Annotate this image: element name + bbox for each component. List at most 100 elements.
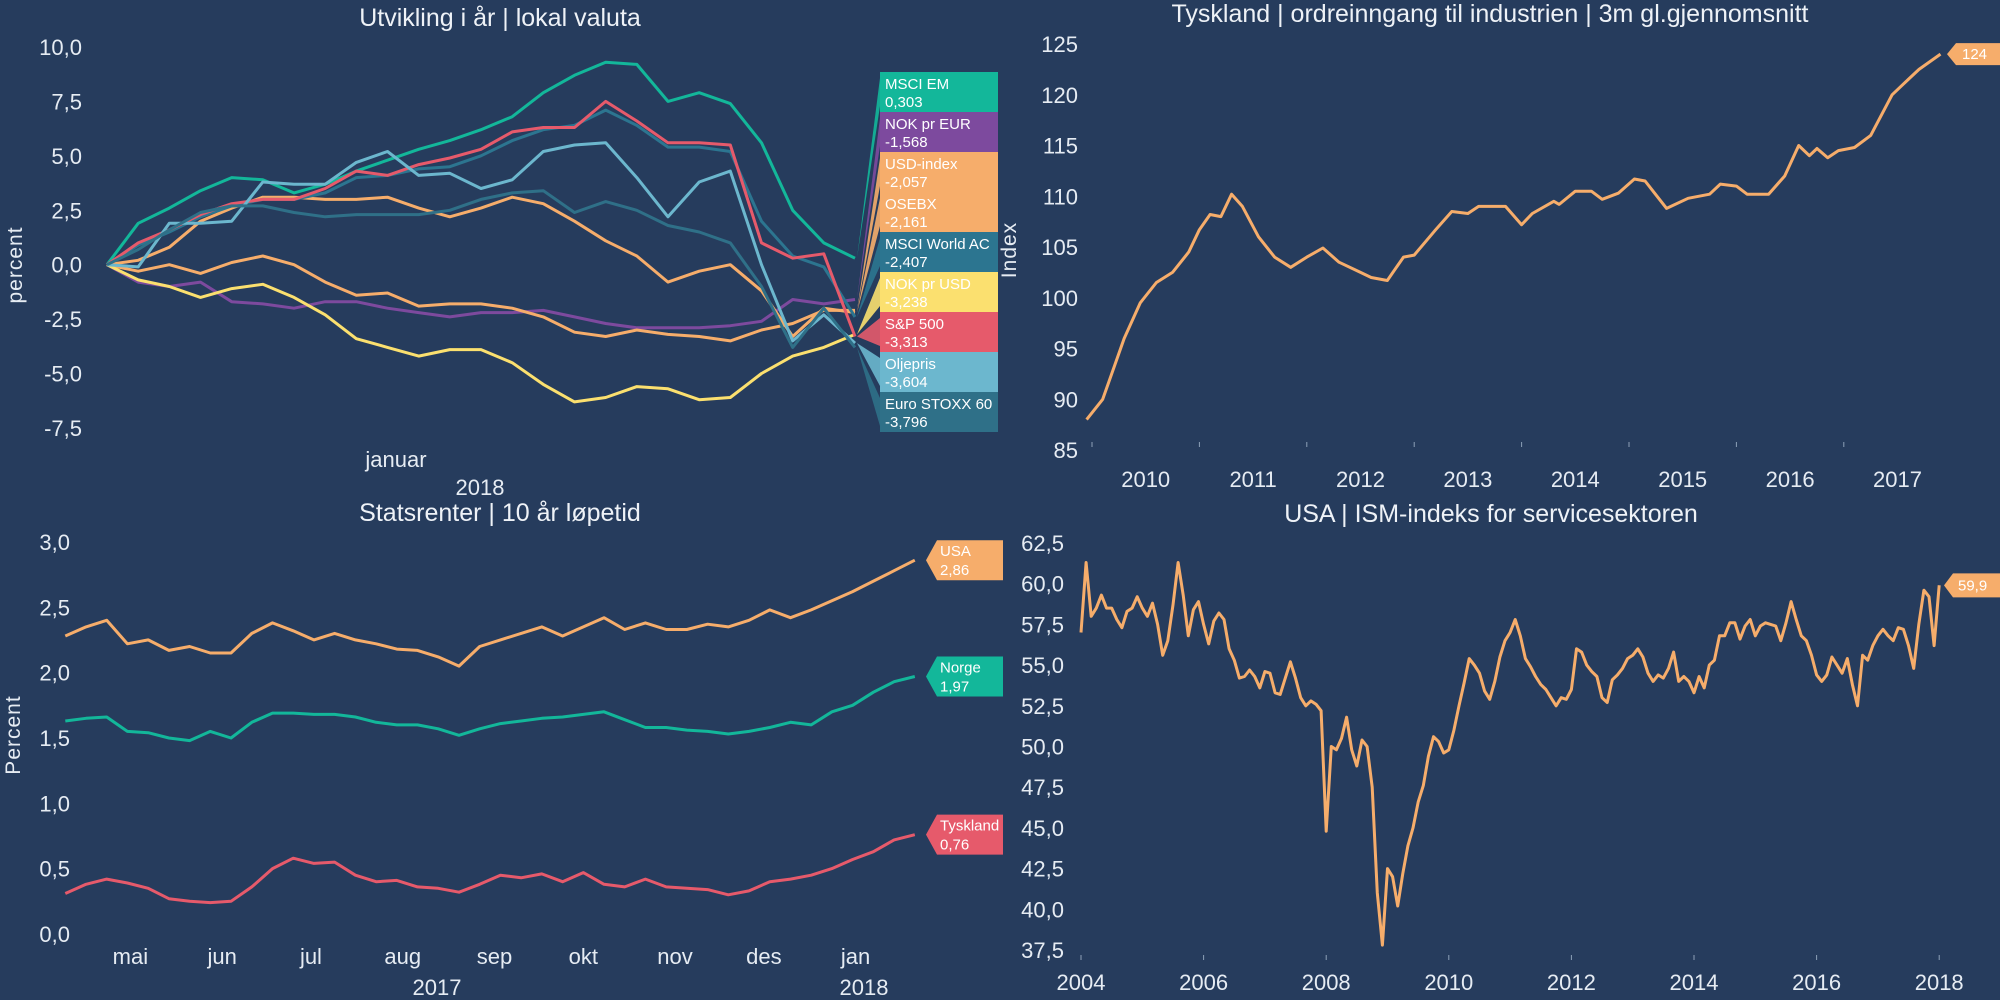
y-tick-label: 50,0 (1021, 735, 1064, 760)
legend-box (880, 152, 998, 192)
chart-statsrenter: Statsrenter | 10 år løpetid Percent 2017… (2, 499, 1003, 1000)
series-line-0 (105, 60, 856, 266)
x-tick-label: okt (569, 944, 598, 969)
legend-last-value: -2,057 (885, 174, 928, 191)
x-tick-label: jun (206, 944, 236, 969)
chart-tyskland-ordre: Tyskland | ordreinngang til industrien |… (998, 0, 2000, 492)
end-label-name: Tyskland (940, 818, 999, 835)
y-tick-label: 60,0 (1021, 572, 1064, 597)
y-tick-label: 110 (1043, 184, 1078, 209)
y-tick-label: 7,5 (51, 89, 82, 114)
legend-last-value: 0,303 (885, 94, 923, 111)
series-line-3 (106, 195, 856, 338)
chart-ism: USA | ISM-indeks for servicesektoren 62,… (1021, 500, 2000, 995)
y-axis-label: Percent (2, 695, 25, 774)
x-tick-label: 2012 (1547, 970, 1596, 995)
y-tick-label: 3,0 (39, 530, 70, 555)
legend-series-name: USD-index (885, 156, 958, 173)
x-tick-label: 2012 (1336, 467, 1385, 492)
y-tick-label: 40,0 (1021, 897, 1064, 922)
legend-box (880, 72, 998, 112)
x-tick-label: 2013 (1443, 467, 1492, 492)
series-line (1085, 52, 1942, 421)
legend-series-name: NOK pr EUR (885, 116, 971, 133)
x-tick-label: 2004 (1057, 970, 1106, 995)
legend-series-name: S&P 500 (885, 316, 944, 333)
x-tick-label: januar (364, 447, 426, 472)
y-tick-label: -7,5 (44, 416, 82, 441)
y-tick-label: 125 (1041, 32, 1078, 57)
chart-title: USA | ISM-indeks for servicesektoren (1284, 500, 1698, 528)
y-tick-label: 57,5 (1021, 612, 1064, 637)
y-tick-label: 1,5 (39, 726, 70, 751)
x-tick-label: nov (657, 944, 692, 969)
legend-series-name: MSCI EM (885, 76, 949, 93)
y-tick-label: 0,0 (39, 922, 70, 947)
legend-pointer (857, 278, 880, 335)
series-line-2 (64, 833, 916, 905)
legend-last-value: -3,796 (885, 414, 928, 431)
x-tick-label: 2011 (1229, 467, 1276, 492)
y-tick-label: 45,0 (1021, 816, 1064, 841)
legend-box (880, 392, 998, 432)
y-tick-label: 47,5 (1021, 775, 1064, 800)
end-label-box (1944, 573, 2000, 598)
legend-pointer (857, 118, 880, 300)
chart-utvikling: Utvikling i år | lokal valuta percent ja… (4, 4, 998, 500)
y-axis-label: percent (4, 226, 27, 303)
y-tick-label: 105 (1041, 235, 1078, 260)
x-tick-label: mai (113, 944, 148, 969)
x-year-label: 2018 (840, 975, 889, 1000)
x-tick-label: jan (840, 944, 870, 969)
chart-title: Utvikling i år | lokal valuta (359, 4, 641, 32)
end-label-name: Norge (940, 660, 981, 677)
legend-series-name: NOK pr USD (885, 276, 971, 293)
legend-last-value: -3,313 (885, 334, 928, 351)
end-label-box (926, 656, 1003, 697)
y-axis-label: Index (998, 222, 1021, 278)
x-year-label: 2017 (413, 975, 462, 1000)
x-tick-label: 2014 (1551, 467, 1600, 492)
y-tick-label: 100 (1041, 286, 1078, 311)
legend-pointer (857, 318, 880, 346)
end-label-box (1947, 43, 2000, 66)
x-tick-label: 2008 (1302, 970, 1351, 995)
x-tick-label: 2016 (1766, 467, 1815, 492)
series-line-6 (106, 99, 857, 338)
x-tick-label: sep (477, 944, 512, 969)
end-label-value: 124 (1962, 46, 1987, 63)
y-tick-label: 115 (1043, 134, 1078, 159)
series-line-2 (106, 254, 855, 343)
x-tick-label: 2010 (1121, 467, 1170, 492)
y-tick-label: 10,0 (39, 35, 82, 60)
legend-box (880, 232, 998, 272)
legend-pointer (857, 158, 880, 311)
end-label-value: 2,86 (940, 562, 969, 579)
chart-title: Tyskland | ordreinngang til industrien |… (1172, 0, 1809, 28)
legend-series-name: Euro STOXX 60 (885, 396, 992, 413)
end-label-box (926, 814, 1003, 855)
end-label-name: USA (940, 543, 971, 560)
legend-series-name: MSCI World AC (885, 236, 990, 253)
y-tick-label: 55,0 (1021, 653, 1064, 678)
legend-box (880, 192, 998, 232)
legend-series-name: Oljepris (885, 356, 936, 373)
legend-last-value: -2,161 (885, 214, 928, 231)
y-tick-label: -5,0 (44, 362, 82, 387)
legend-pointer (857, 343, 880, 386)
y-tick-label: 1,0 (39, 791, 70, 816)
x-tick-label: 2006 (1179, 970, 1228, 995)
x-tick-label: des (746, 944, 781, 969)
y-tick-label: 5,0 (51, 144, 82, 169)
y-tick-label: 2,5 (51, 198, 82, 223)
legend-last-value: -3,604 (885, 374, 928, 391)
legend-pointer (857, 198, 880, 313)
end-label-value: 59,9 (1958, 577, 1987, 594)
x-tick-label: jul (299, 944, 322, 969)
x-tick-label: 2017 (1873, 467, 1922, 492)
series-line (1079, 561, 1941, 947)
y-tick-label: 0,0 (51, 253, 82, 278)
legend-box (880, 272, 998, 312)
y-tick-label: 52,5 (1021, 694, 1064, 719)
x-tick-label: 2016 (1792, 970, 1841, 995)
